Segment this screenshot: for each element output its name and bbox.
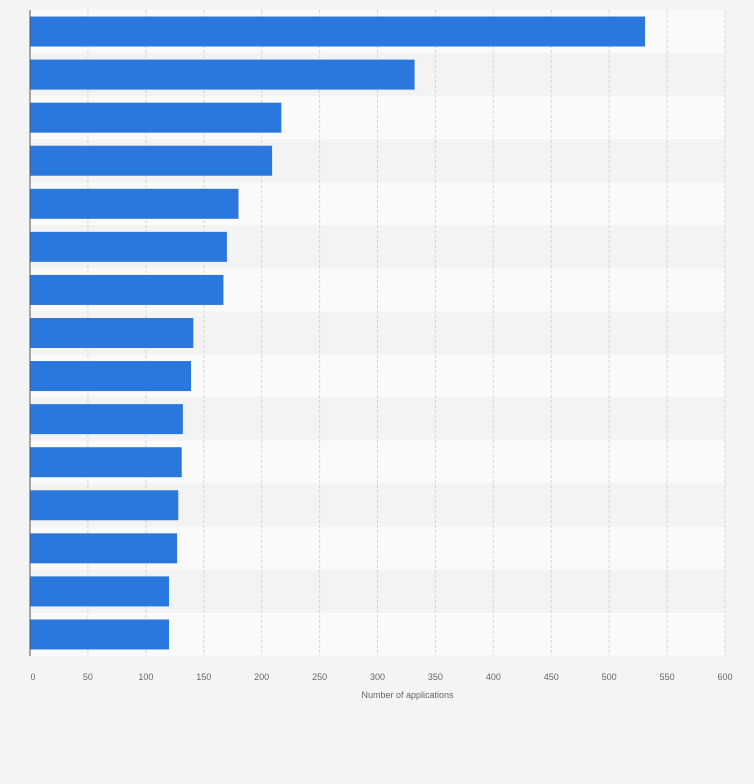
x-tick-label: 250 — [312, 672, 327, 682]
bar — [30, 576, 169, 607]
bar — [30, 145, 273, 176]
x-tick-label: 350 — [428, 672, 443, 682]
x-tick-label: 0 — [30, 672, 35, 682]
x-tick-label: 300 — [370, 672, 385, 682]
bar — [30, 188, 239, 219]
x-tick-label: 200 — [254, 672, 269, 682]
bar — [30, 274, 224, 305]
bar — [30, 619, 169, 650]
x-axis-title: Number of applications — [361, 690, 454, 700]
bars — [30, 16, 646, 650]
bar — [30, 404, 183, 435]
x-tick-label: 400 — [486, 672, 501, 682]
x-tick-label: 50 — [83, 672, 93, 682]
bar — [30, 318, 194, 348]
bar — [30, 16, 646, 47]
bar — [30, 447, 182, 478]
bar — [30, 59, 415, 90]
bar — [30, 231, 227, 262]
x-tick-label: 500 — [602, 672, 617, 682]
x-tick-labels: 0 50 100 150 200 250 300 350 400 450 500 550 600 — [30, 672, 732, 682]
bar — [30, 361, 192, 392]
bar — [30, 490, 179, 521]
x-tick-label: 150 — [196, 672, 211, 682]
bar — [30, 533, 178, 564]
x-tick-label: 550 — [660, 672, 675, 682]
x-tick-label: 100 — [138, 672, 153, 682]
x-tick-label: 450 — [544, 672, 559, 682]
bar — [30, 102, 282, 133]
x-tick-label: 600 — [717, 672, 732, 682]
